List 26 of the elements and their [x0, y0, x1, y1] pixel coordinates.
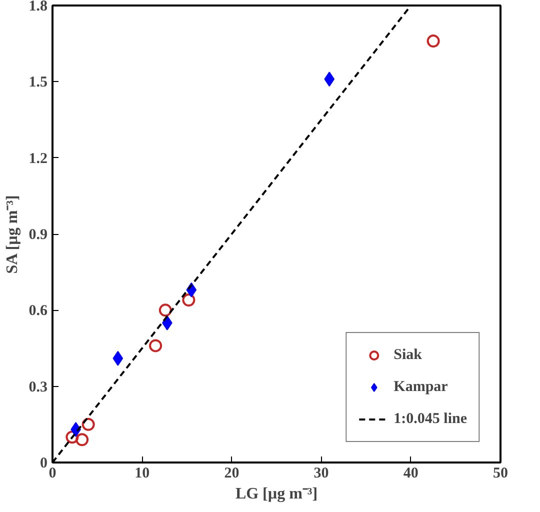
y-tick-label: 1.2 — [28, 150, 48, 167]
y-tick-label: 0 — [40, 456, 48, 472]
y-tick-label: 1.5 — [28, 74, 48, 91]
x-tick-label: 50 — [493, 466, 508, 482]
point — [182, 294, 196, 306]
legend-label: Siak — [394, 346, 422, 364]
point — [426, 34, 440, 48]
point — [76, 433, 89, 446]
y-tick-label: 0.3 — [28, 379, 48, 396]
y-tick-label: 0.6 — [28, 303, 48, 320]
point — [112, 350, 124, 366]
x-tick-label: 40 — [403, 466, 418, 482]
x-axis-title: LG [µg m⁻³] — [235, 486, 318, 502]
point — [66, 430, 79, 444]
y-tick-label: 1.8 — [28, 0, 48, 14]
point — [149, 339, 162, 352]
legend-label: Kampar — [394, 378, 448, 396]
y-tick-label: 0.9 — [28, 227, 48, 243]
point — [158, 304, 172, 317]
point — [82, 418, 95, 431]
x-tick-label: 20 — [224, 466, 240, 482]
legend-label: 1:0.045 line — [394, 410, 467, 428]
x-tick-label: 10 — [134, 466, 150, 482]
point — [324, 72, 335, 87]
y-axis-title: SA [µg m⁻³] — [4, 195, 21, 274]
x-tick-label: 30 — [314, 466, 329, 482]
